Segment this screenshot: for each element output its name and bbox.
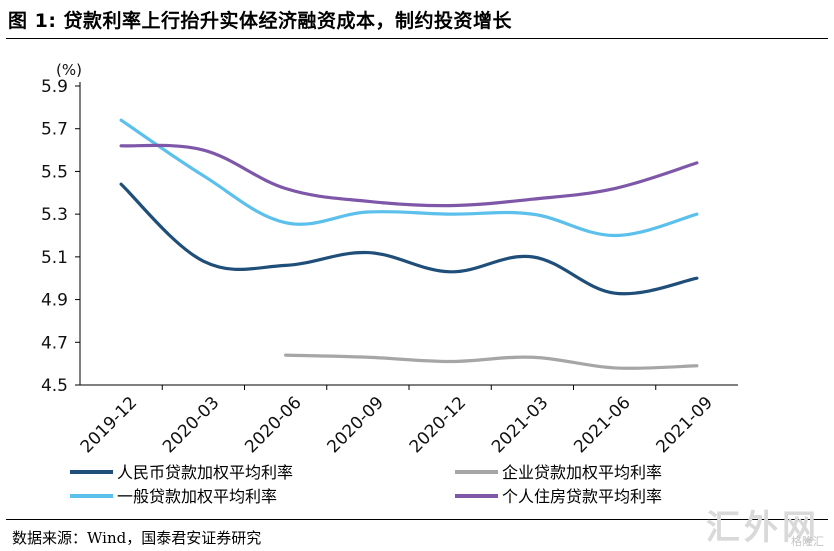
series-line-3: [119, 118, 699, 238]
x-tick-label: 2021-03: [488, 393, 552, 457]
series-line-4: [119, 143, 699, 208]
y-axis-unit-label: (%): [56, 61, 82, 79]
y-tick-label: 5.5: [41, 162, 68, 182]
x-tick-label: 2021-09: [653, 393, 717, 457]
title-rule: [6, 38, 828, 39]
figure-title: 图 1: 贷款利率上行抬升实体经济融资成本，制约投资增长: [8, 10, 513, 32]
watermark-sub: 格隆汇: [791, 535, 824, 548]
y-tick-label: 5.1: [41, 248, 68, 268]
watermark: 汇外网: [706, 508, 820, 548]
legend-label: 个人住房贷款平均利率: [502, 487, 662, 506]
y-tick-label: 5.9: [41, 77, 68, 97]
y-tick-label: 4.5: [41, 376, 68, 396]
y-tick-label: 5.7: [41, 120, 68, 140]
y-tick-label: 4.9: [41, 291, 68, 311]
x-tick-label: 2021-06: [570, 393, 634, 457]
x-tick-label: 2020-09: [324, 393, 388, 457]
legend-label: 一般贷款加权平均利率: [117, 487, 277, 506]
x-tick-label: 2020-12: [406, 393, 470, 457]
x-tick-label: 2020-06: [241, 393, 305, 457]
series-line-1: [119, 182, 699, 296]
line-chart: (%) 4.5 4.7 4.9 5.1 5.3 5.5 5.7 5.9 2019-12 2020-…: [41, 61, 738, 506]
source-rule: [6, 519, 828, 520]
x-tick-label: 2020-03: [159, 393, 223, 457]
y-tick-label: 5.3: [41, 205, 68, 225]
legend-label: 企业贷款加权平均利率: [502, 463, 662, 482]
series-line-2: [284, 353, 699, 370]
source-note: 数据来源：Wind，国泰君安证券研究: [12, 529, 262, 547]
x-tick-label: 2019-12: [77, 393, 141, 457]
legend-label: 人民币贷款加权平均利率: [117, 463, 293, 482]
y-tick-label: 4.7: [41, 333, 68, 353]
